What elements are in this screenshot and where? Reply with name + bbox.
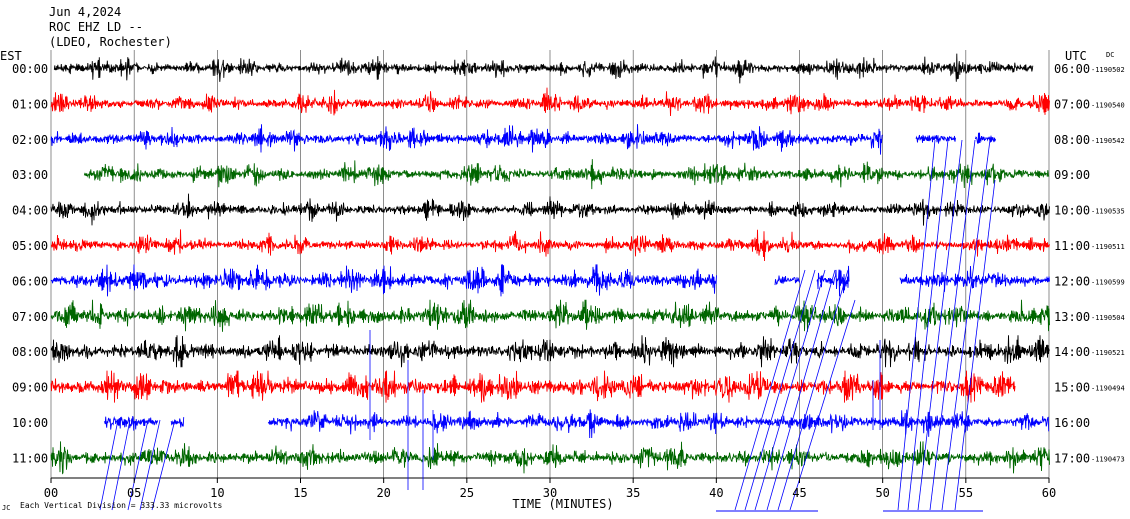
trace-row-0100: [50, 87, 1050, 117]
event-spike-line: [941, 139, 991, 511]
x-tick-labels: 00 05 10 15 20 25 30 35 40 45 50 55 60: [44, 478, 1056, 500]
trace-row-0800: [50, 335, 1050, 368]
event-spike-line: [754, 269, 826, 511]
est-label: 00:00: [12, 62, 48, 76]
x-tick-label: 05: [127, 486, 141, 500]
est-label: 01:00: [12, 97, 48, 111]
x-tick-label: 40: [709, 486, 723, 500]
utc-label: 12:00: [1054, 274, 1090, 288]
x-tick-label: 00: [44, 486, 58, 500]
x-tick-label: 35: [626, 486, 640, 500]
est-label: 07:00: [12, 310, 48, 324]
event-spike-line: [151, 419, 176, 511]
utc-label: 10:00: [1054, 204, 1090, 218]
dc-label: -1190502: [1091, 66, 1125, 74]
utc-label: 15:00: [1054, 381, 1090, 395]
x-tick-label: 55: [959, 486, 973, 500]
est-label: 11:00: [12, 451, 48, 465]
est-time-labels: 00:00 01:00 02:00 03:00 04:00 05:00 06:00 07:00…: [12, 62, 48, 465]
dc-label: -1190540: [1091, 101, 1125, 109]
utc-label: 17:00: [1054, 451, 1090, 465]
x-axis-label: TIME (MINUTES): [512, 497, 613, 511]
event-spikes: [99, 139, 996, 512]
trace-row-0400: [50, 193, 1050, 226]
dc-label: -1190504: [1091, 314, 1125, 322]
dc-label: -1190473: [1091, 455, 1125, 463]
dc-label: -1190521: [1091, 349, 1125, 357]
minute-grid: [50, 50, 1050, 479]
utc-label: 16:00: [1054, 416, 1090, 430]
event-spike-line: [954, 179, 996, 511]
est-label: 09:00: [12, 381, 48, 395]
est-label: 02:00: [12, 133, 48, 147]
x-tick-label: 30: [543, 486, 557, 500]
left-axis-title: EST: [0, 49, 22, 63]
trace-row-0200: [50, 124, 996, 155]
trace-row-0900: [50, 370, 1016, 403]
est-label: 10:00: [12, 416, 48, 430]
x-tick-label: 10: [210, 486, 224, 500]
event-spike-line: [897, 139, 936, 511]
x-tick-label: 60: [1042, 486, 1056, 500]
event-spike-line: [734, 269, 806, 511]
vertical-division-footnote: Each Vertical Division = 333.33 microvol…: [20, 501, 222, 510]
header-network: (LDEO, Rochester): [49, 35, 172, 49]
trace-row-0000: [53, 53, 1034, 84]
dc-label: -1190542: [1091, 137, 1125, 145]
event-spike-line: [127, 419, 149, 511]
event-spike-line: [907, 139, 949, 511]
trace-row-0700: [50, 299, 1050, 332]
event-spike-line: [99, 419, 119, 511]
dc-label: -1190599: [1091, 278, 1125, 286]
trace-row-0500: [51, 229, 1050, 262]
event-spike-line: [929, 139, 976, 511]
header-station: ROC EHZ LD --: [49, 20, 143, 34]
event-spike-line: [139, 419, 161, 511]
dc-offset-labels: -1190502 -1190540 -1190542 -1190535 -1190511…: [1091, 66, 1125, 463]
event-spike-line: [111, 419, 131, 511]
trace-row-1100: [50, 441, 1050, 475]
trace-row-0300: [83, 159, 1050, 190]
event-spike-line: [766, 269, 836, 511]
utc-label: 13:00: [1054, 310, 1090, 324]
dc-label: -1190535: [1091, 208, 1125, 216]
event-spike-line: [777, 269, 849, 511]
seismogram-traces: [50, 53, 1050, 475]
est-label: 03:00: [12, 168, 48, 182]
dc-label: -1190511: [1091, 243, 1125, 251]
event-spike-line: [744, 269, 816, 511]
footnote-mark: JC: [2, 504, 10, 512]
utc-label: 14:00: [1054, 345, 1090, 359]
utc-time-labels: 06:00 07:00 08:00 09:00 10:00 11:00 12:00 13:00…: [1054, 62, 1090, 465]
header-date: Jun 4,2024: [49, 5, 121, 19]
utc-label: 11:00: [1054, 239, 1090, 253]
est-label: 06:00: [12, 274, 48, 288]
event-spike-line: [917, 139, 963, 511]
utc-label: 08:00: [1054, 133, 1090, 147]
utc-label: 07:00: [1054, 97, 1090, 111]
est-label: 08:00: [12, 345, 48, 359]
est-label: 04:00: [12, 204, 48, 218]
x-tick-label: 50: [875, 486, 889, 500]
x-tick-label: 20: [376, 486, 390, 500]
trace-row-1000: [103, 409, 1050, 439]
x-tick-label: 45: [792, 486, 806, 500]
est-label: 05:00: [12, 239, 48, 253]
utc-label: 06:00: [1054, 62, 1090, 76]
trace-row-0600: [50, 264, 1050, 297]
utc-label: 09:00: [1054, 168, 1090, 182]
x-tick-label: 25: [460, 486, 474, 500]
dc-label: -1190494: [1091, 385, 1125, 393]
dc-axis-title: DC: [1106, 51, 1114, 59]
event-spike-line: [789, 299, 856, 511]
right-axis-title: UTC: [1065, 49, 1087, 63]
x-tick-label: 15: [293, 486, 307, 500]
